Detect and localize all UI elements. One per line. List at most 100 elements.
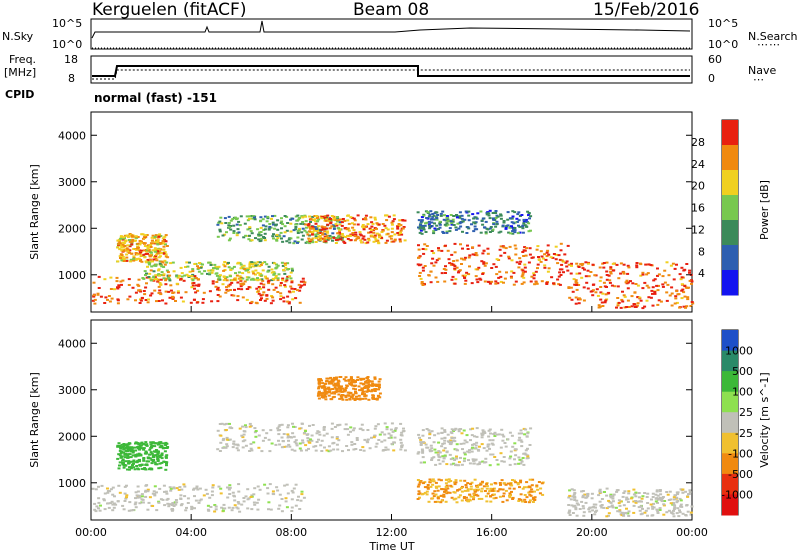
velocity-cell bbox=[267, 501, 271, 504]
velocity-cell bbox=[205, 492, 209, 495]
power-cell bbox=[516, 232, 520, 235]
power-cell bbox=[484, 262, 488, 265]
velocity-cell bbox=[444, 482, 448, 485]
power-cell bbox=[578, 298, 582, 301]
power-cell bbox=[161, 240, 165, 243]
velocity-cell bbox=[488, 447, 491, 450]
power-cell bbox=[272, 223, 275, 226]
velocity-cell bbox=[469, 495, 473, 498]
velocity-cell bbox=[317, 387, 321, 390]
velocity-cell bbox=[165, 498, 169, 501]
power-cell bbox=[426, 211, 430, 214]
power-cell bbox=[613, 285, 617, 288]
velocity-cell bbox=[617, 499, 621, 502]
power-cell bbox=[430, 221, 434, 224]
velocity-cell bbox=[141, 501, 145, 504]
velocity-cell bbox=[155, 450, 159, 453]
power-cell bbox=[603, 285, 607, 288]
velocity-cell bbox=[276, 427, 280, 430]
power-cell bbox=[256, 271, 260, 274]
velocity-cell bbox=[226, 486, 229, 489]
power-cell bbox=[364, 242, 368, 245]
velocity-cell bbox=[440, 499, 444, 502]
power-colorbar-tick: 24 bbox=[691, 158, 705, 171]
power-cell bbox=[432, 214, 436, 217]
velocity-cell bbox=[618, 510, 622, 513]
power-cell bbox=[545, 255, 549, 258]
velocity-cell bbox=[485, 485, 489, 488]
power-cell bbox=[139, 241, 143, 244]
power-cell bbox=[323, 235, 327, 238]
power-cell bbox=[392, 218, 396, 221]
power-cell bbox=[231, 218, 235, 221]
power-cell bbox=[171, 296, 175, 299]
power-cell bbox=[419, 222, 423, 225]
power-cell bbox=[194, 277, 198, 280]
velocity-cell bbox=[500, 460, 504, 463]
velocity-cell bbox=[132, 466, 136, 469]
power-cell bbox=[158, 282, 162, 284]
power-cell bbox=[135, 253, 139, 256]
velocity-cell bbox=[133, 468, 137, 471]
velocity-cell bbox=[480, 490, 484, 493]
velocity-cell bbox=[627, 490, 631, 493]
velocity-cell bbox=[520, 432, 523, 435]
power-cell bbox=[290, 287, 294, 290]
power-ytick-label: 3000 bbox=[58, 176, 86, 189]
velocity-cell bbox=[287, 435, 290, 438]
power-cell bbox=[199, 266, 203, 269]
power-cell bbox=[288, 241, 292, 244]
power-cell bbox=[291, 217, 295, 220]
velocity-cell bbox=[119, 447, 123, 450]
power-cell bbox=[459, 225, 463, 228]
power-cell bbox=[463, 218, 467, 221]
velocity-cell bbox=[658, 509, 662, 511]
power-cell bbox=[156, 243, 160, 246]
power-cell bbox=[271, 221, 275, 224]
velocity-cell bbox=[268, 483, 272, 486]
velocity-cell bbox=[442, 493, 446, 496]
power-cell bbox=[120, 248, 124, 251]
power-cell bbox=[474, 268, 478, 271]
power-cell bbox=[460, 214, 464, 217]
power-cell bbox=[351, 232, 355, 234]
power-cell bbox=[499, 230, 503, 233]
velocity-cell bbox=[277, 425, 281, 428]
velocity-cell bbox=[509, 494, 512, 496]
power-cell bbox=[216, 223, 220, 226]
power-cell bbox=[264, 225, 268, 228]
power-cell bbox=[371, 222, 375, 225]
velocity-cell bbox=[110, 500, 114, 503]
power-cell bbox=[274, 275, 278, 277]
velocity-cell bbox=[179, 497, 183, 500]
power-cell bbox=[273, 227, 277, 230]
velocity-cell bbox=[102, 499, 106, 502]
velocity-cell bbox=[445, 463, 449, 466]
power-cell bbox=[635, 264, 639, 267]
power-cell bbox=[257, 292, 261, 295]
power-cell bbox=[290, 267, 294, 270]
velocity-cell bbox=[370, 436, 373, 439]
velocity-cell bbox=[465, 441, 469, 444]
velocity-cell bbox=[360, 423, 364, 426]
power-cell bbox=[525, 221, 529, 223]
velocity-cell bbox=[567, 504, 571, 506]
velocity-cell bbox=[661, 497, 665, 500]
velocity-cell bbox=[308, 441, 312, 444]
power-cell bbox=[213, 263, 217, 266]
velocity-cell bbox=[222, 437, 226, 440]
velocity-cell bbox=[353, 399, 357, 401]
velocity-cell bbox=[290, 506, 294, 509]
power-cell bbox=[159, 293, 163, 296]
power-cell bbox=[494, 210, 498, 212]
power-cell bbox=[393, 239, 397, 242]
velocity-cell bbox=[420, 448, 424, 451]
velocity-cell bbox=[228, 493, 232, 495]
power-cell bbox=[263, 232, 267, 235]
velocity-cell bbox=[446, 440, 450, 443]
velocity-cell bbox=[155, 509, 159, 512]
power-cell bbox=[487, 212, 491, 215]
power-cell bbox=[432, 252, 436, 255]
velocity-cell bbox=[302, 496, 306, 499]
power-cell bbox=[347, 222, 351, 225]
